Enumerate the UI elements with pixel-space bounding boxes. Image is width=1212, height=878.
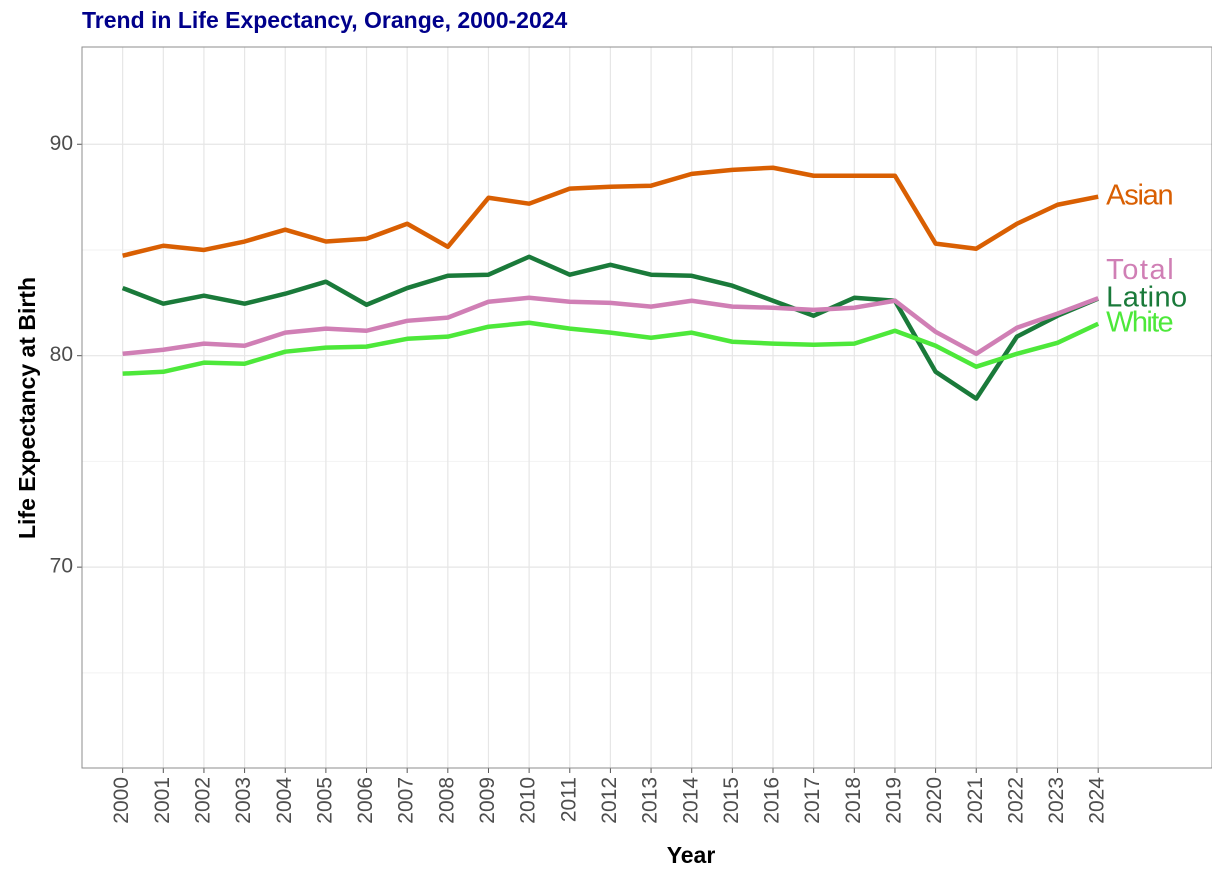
- y-axis-title: Life Expectancy at Birth: [14, 277, 40, 539]
- x-tick-label: 2010: [517, 777, 540, 824]
- x-tick-label: 2017: [801, 777, 824, 824]
- series-line: [121, 254, 1100, 401]
- x-tick-label: 2024: [1086, 777, 1109, 824]
- series-label: White: [1106, 306, 1174, 338]
- x-tick-label: 2001: [151, 777, 174, 824]
- x-tick-label: 2013: [639, 777, 662, 824]
- x-tick-label: 2007: [395, 777, 418, 824]
- x-axis-title: Year: [667, 842, 716, 868]
- y-tick-label: 80: [50, 343, 73, 366]
- series-line: [122, 320, 1100, 376]
- x-tick-label: 2009: [476, 777, 499, 824]
- series-line: [122, 295, 1099, 357]
- x-tick-label: 2015: [720, 777, 743, 824]
- x-tick-label: 2014: [679, 777, 702, 824]
- series-label: Total: [1106, 254, 1174, 286]
- x-tick-label: 2016: [761, 777, 784, 824]
- x-tick-label: 2002: [191, 777, 214, 824]
- series-label: Latino: [1106, 281, 1187, 313]
- chart-title: Trend in Life Expectancy, Orange, 2000-2…: [82, 7, 568, 33]
- x-tick-label: 2018: [842, 777, 865, 824]
- x-tick-label: 2005: [313, 777, 336, 824]
- y-tick-label: 90: [50, 132, 73, 155]
- x-tick-label: 2019: [882, 777, 905, 824]
- x-tick-label: 2020: [923, 777, 946, 824]
- x-tick-label: 2008: [435, 777, 458, 824]
- plot-border: [81, 46, 1212, 769]
- x-tick-label: 2004: [273, 777, 296, 824]
- x-tick-label: 2003: [232, 777, 255, 824]
- x-tick-label: 2021: [964, 777, 987, 824]
- x-tick-label: 2023: [1045, 777, 1068, 824]
- x-tick-label: 2022: [1004, 777, 1027, 824]
- x-tick-label: 2011: [557, 777, 580, 822]
- series-label: Asian: [1106, 179, 1174, 211]
- x-tick-label: 2006: [354, 777, 377, 824]
- y-tick-label: 70: [50, 555, 73, 578]
- series-line: [122, 165, 1099, 258]
- x-tick-label: 2012: [598, 777, 621, 824]
- x-tick-label: 2000: [110, 777, 133, 824]
